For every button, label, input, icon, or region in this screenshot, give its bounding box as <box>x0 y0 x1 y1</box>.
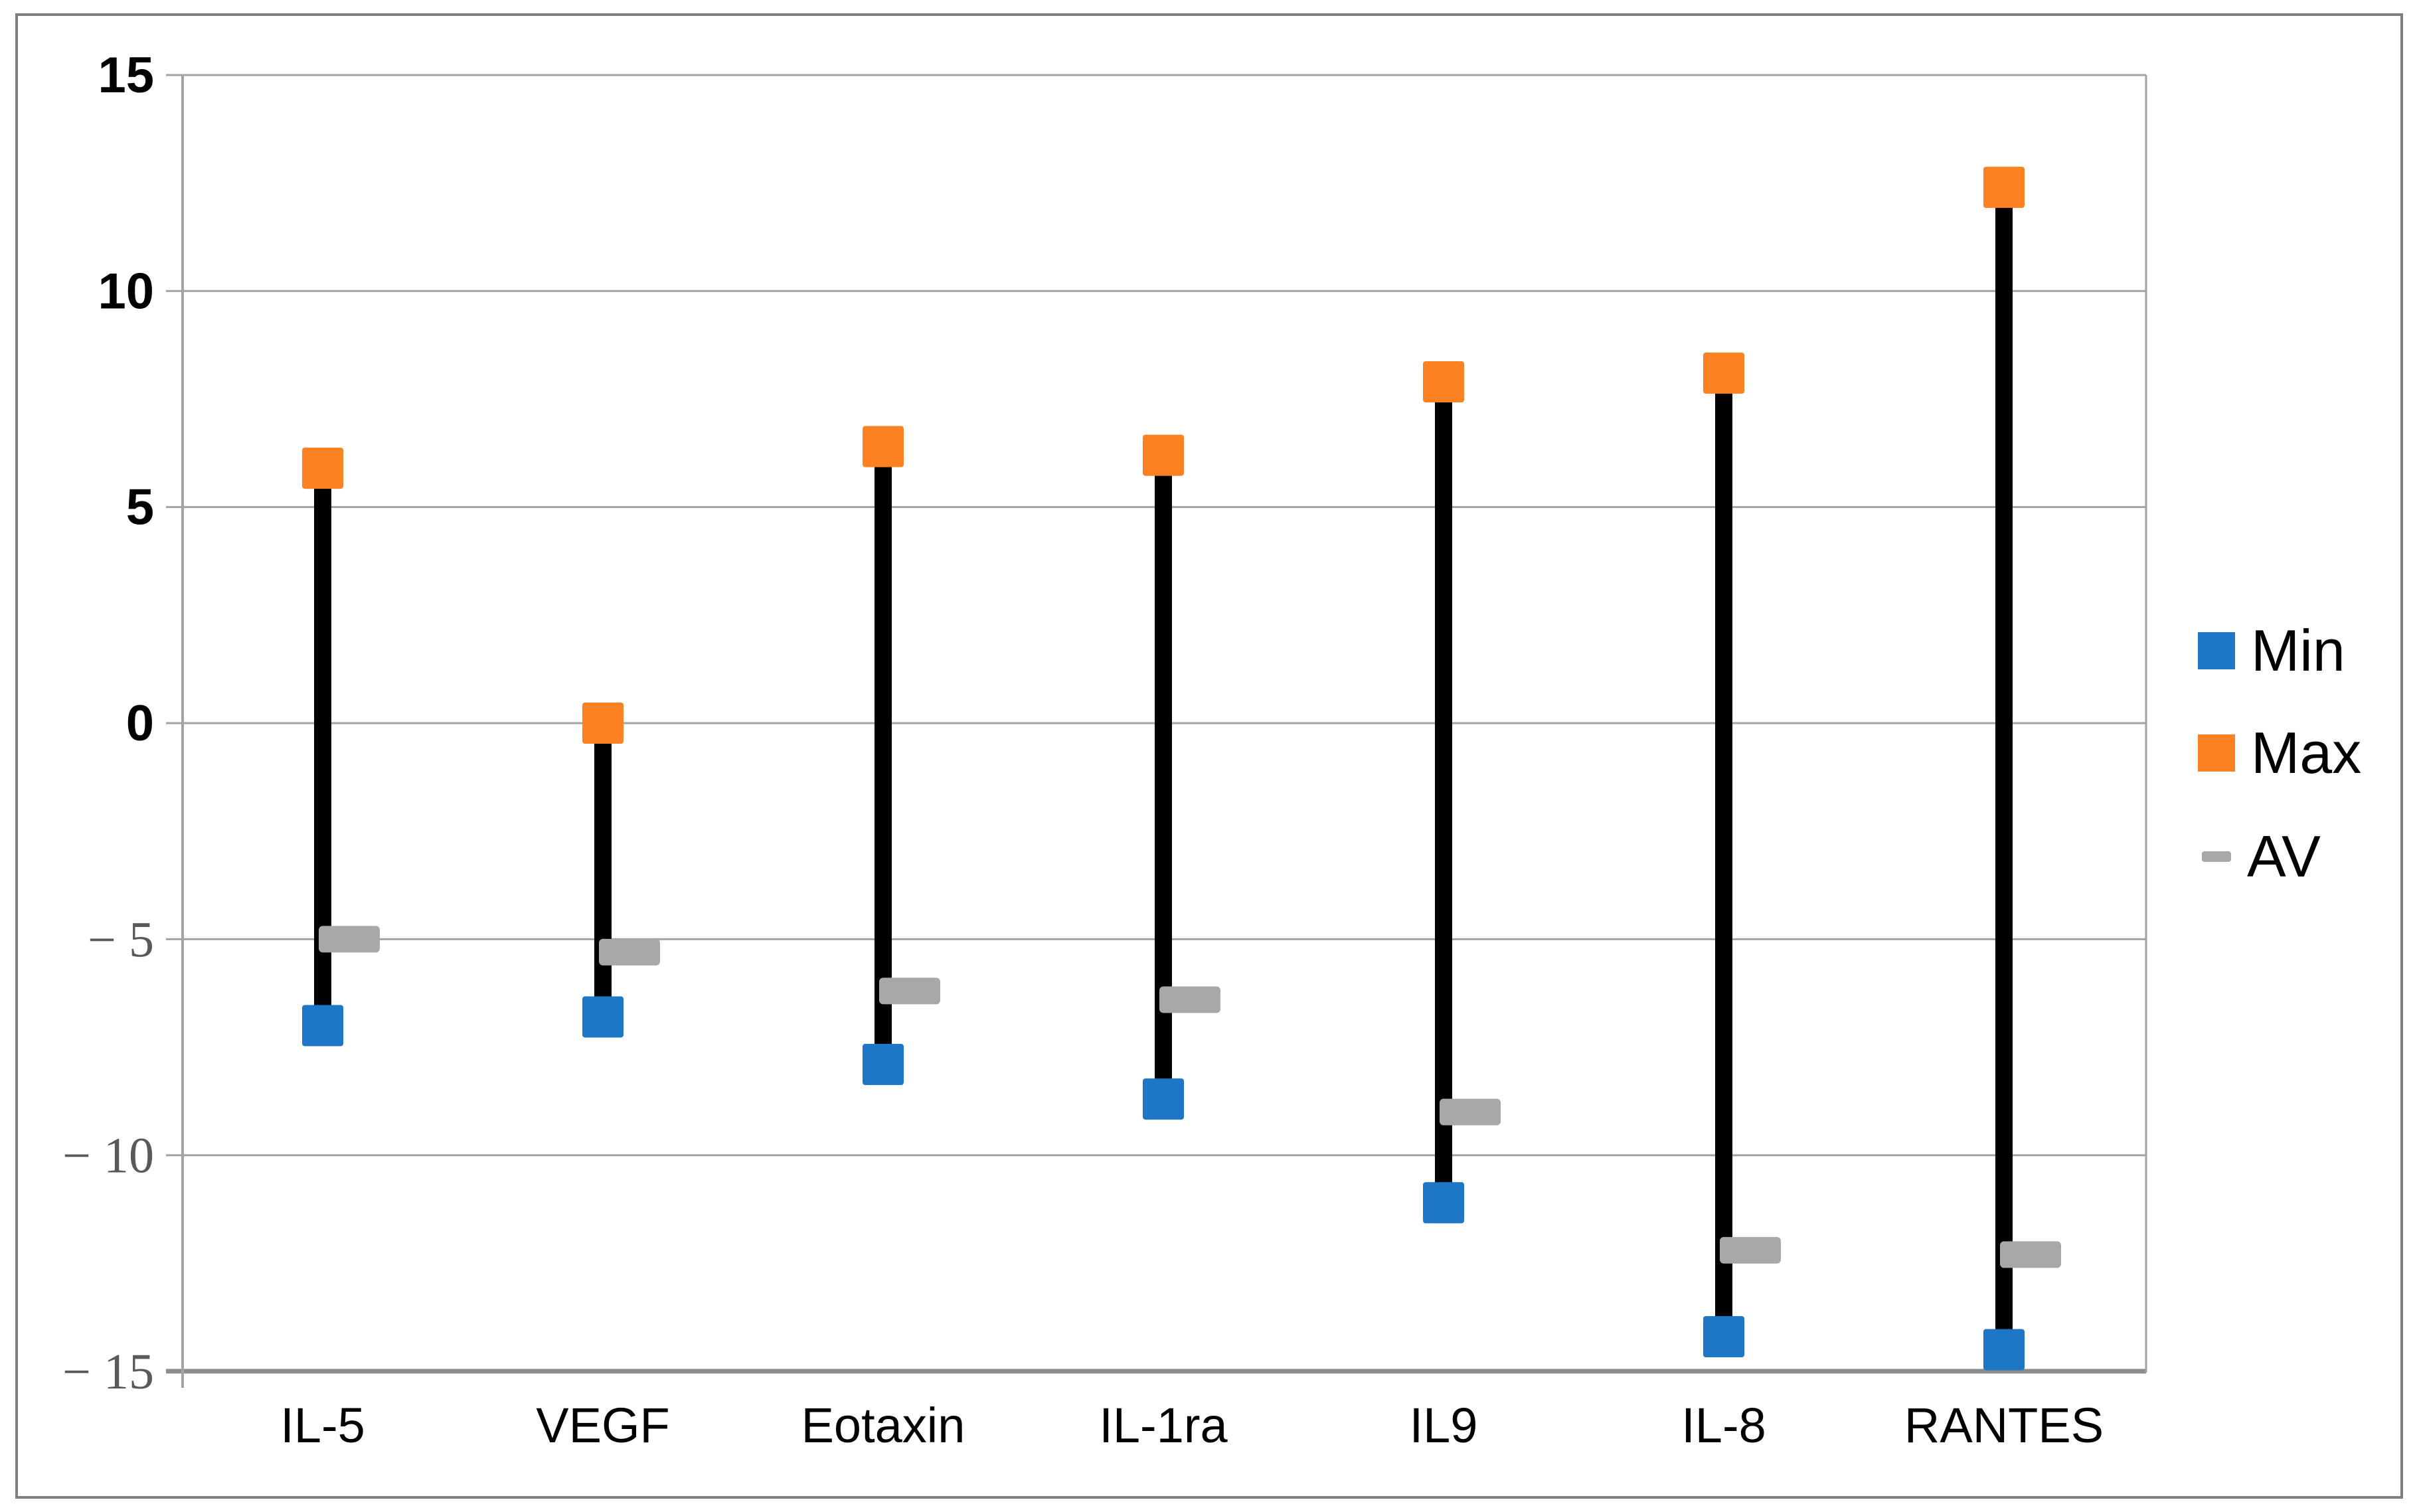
max-marker-IL-5 <box>302 448 343 489</box>
legend-label-av: AV <box>2247 823 2321 889</box>
max-marker-VEGF <box>582 703 624 744</box>
category-label-VEGF: VEGF <box>536 1398 669 1453</box>
category-label-IL-5: IL-5 <box>280 1398 365 1453</box>
max-marker-IL-1ra <box>1143 434 1184 476</box>
ytick-label-0: 0 <box>126 695 154 752</box>
category-label-RANTES: RANTES <box>1904 1398 2104 1453</box>
av-marker-IL-8 <box>1720 1236 1781 1264</box>
range-bar-RANTES <box>1995 187 2013 1350</box>
min-marker-VEGF <box>582 996 624 1038</box>
range-bar-IL9 <box>1435 381 1452 1203</box>
ytick-label-15: 15 <box>98 47 154 104</box>
legend-item-min: Min <box>2198 618 2345 683</box>
av-marker-Eotaxin <box>879 977 940 1005</box>
range-bar-Eotaxin <box>874 446 892 1065</box>
av-marker-RANTES <box>2000 1241 2061 1268</box>
av-marker-IL-5 <box>319 926 380 953</box>
min-marker-RANTES <box>1983 1329 2025 1371</box>
category-label-Eotaxin: Eotaxin <box>801 1398 965 1453</box>
min-marker-Eotaxin <box>863 1044 904 1086</box>
av-swatch <box>2202 851 2231 862</box>
legend-item-av: AV <box>2198 823 2321 889</box>
min-marker-IL-5 <box>302 1005 343 1047</box>
ytick-label--15: − 15 <box>62 1344 154 1400</box>
max-marker-IL9 <box>1423 361 1464 402</box>
max-marker-RANTES <box>1983 167 2025 209</box>
range-bar-IL-8 <box>1715 373 1732 1337</box>
ytick-label-10: 10 <box>98 263 154 319</box>
range-bar-VEGF <box>594 723 612 1017</box>
ytick-label-5: 5 <box>126 479 154 536</box>
ytick-label--10: − 10 <box>62 1128 154 1184</box>
legend-label-max: Max <box>2251 720 2362 786</box>
av-marker-IL-1ra <box>1159 986 1220 1013</box>
min-marker-IL-8 <box>1703 1315 1744 1357</box>
max-marker-IL-8 <box>1703 352 1744 394</box>
legend-item-max: Max <box>2198 720 2362 786</box>
ytick-label--5: − 5 <box>88 912 154 967</box>
max-swatch <box>2198 734 2235 772</box>
max-marker-Eotaxin <box>863 426 904 467</box>
min-swatch <box>2198 632 2235 669</box>
av-marker-IL9 <box>1440 1098 1501 1126</box>
legend-label-min: Min <box>2251 618 2345 683</box>
min-marker-IL-1ra <box>1143 1078 1184 1120</box>
category-label-IL-8: IL-8 <box>1681 1398 1766 1453</box>
category-label-IL-1ra: IL-1ra <box>1099 1398 1228 1453</box>
min-marker-IL9 <box>1423 1182 1464 1224</box>
category-label-IL9: IL9 <box>1410 1398 1478 1453</box>
av-marker-VEGF <box>599 938 660 966</box>
